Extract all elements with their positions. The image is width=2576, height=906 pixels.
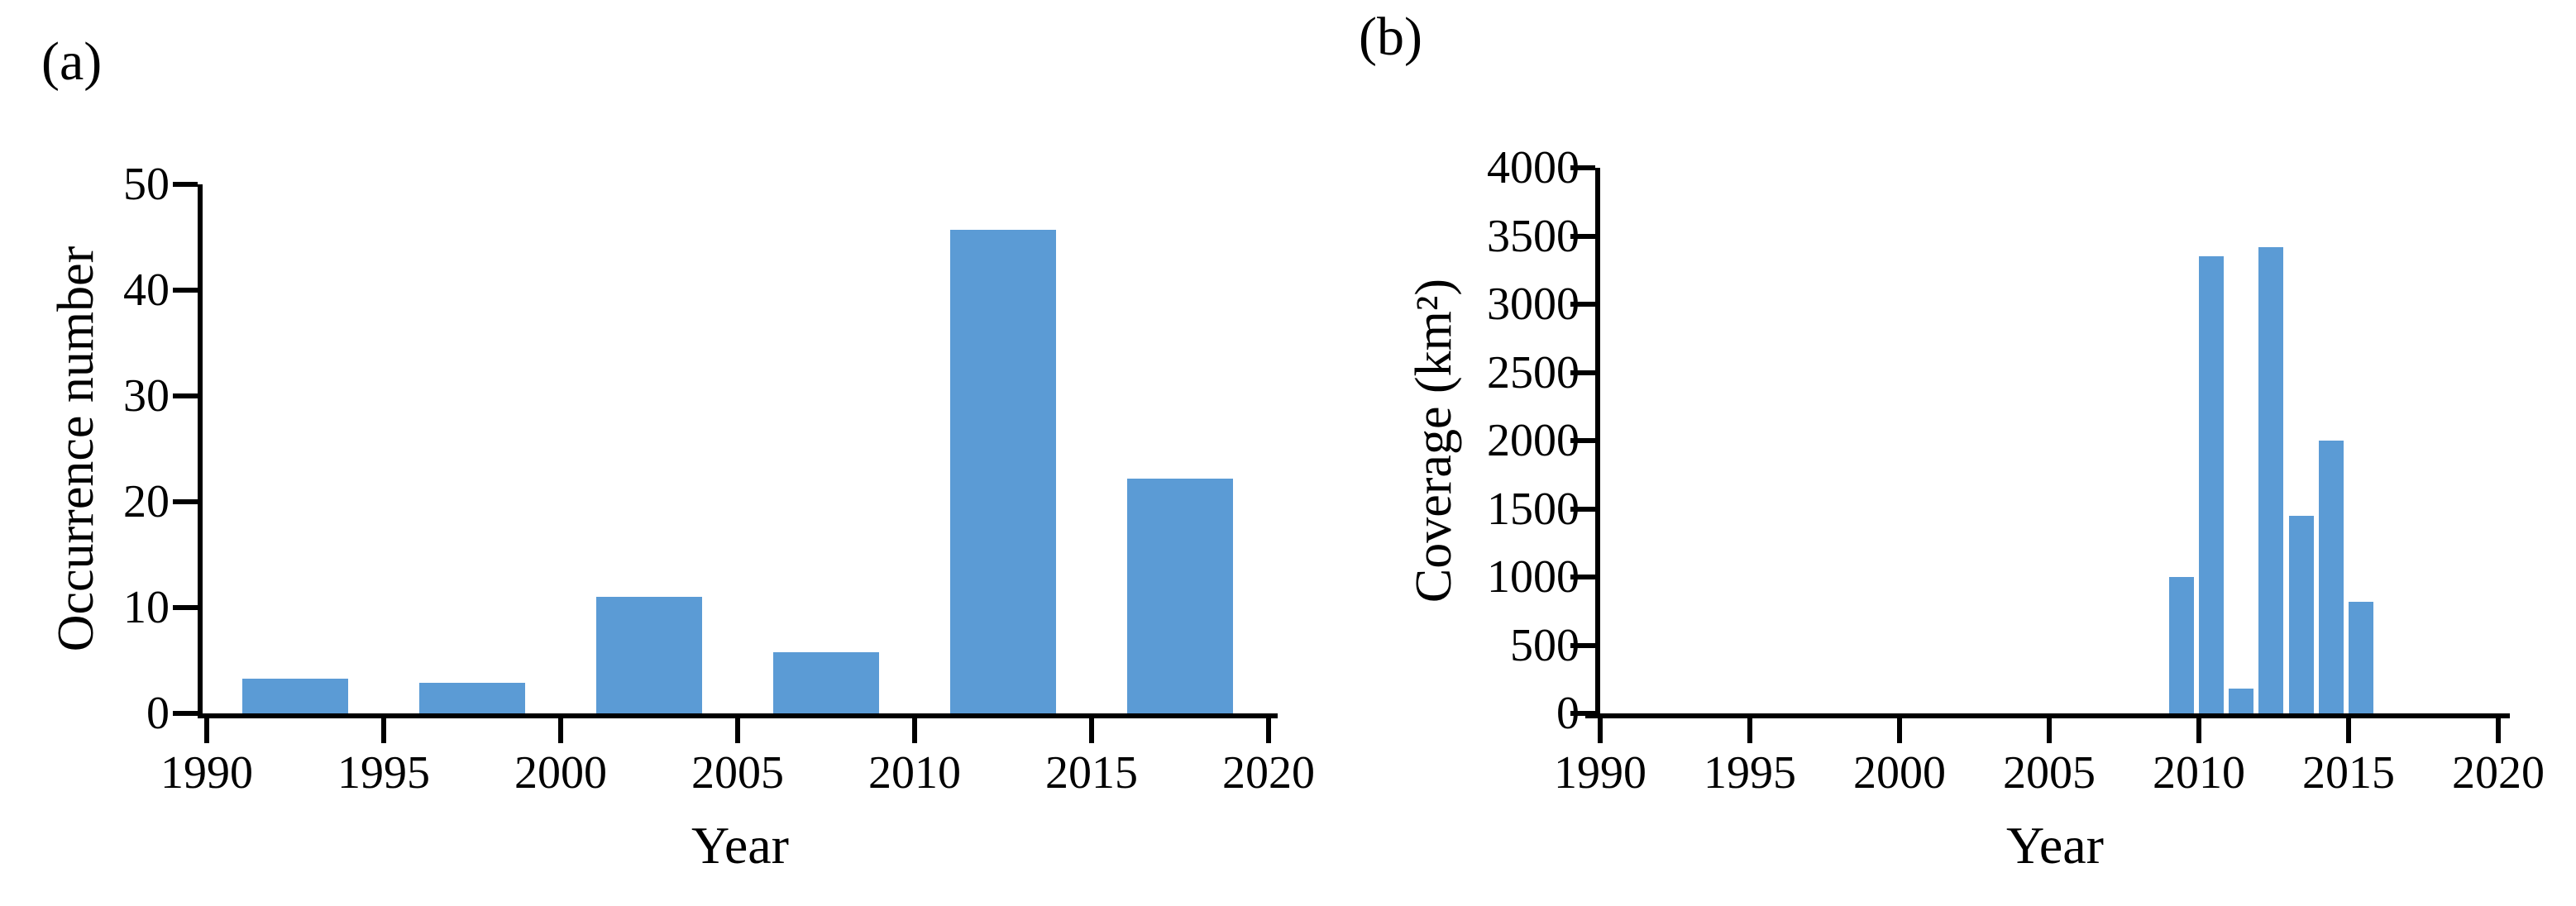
y-tick-mark — [173, 182, 198, 187]
y-tick-label: 4000 — [1487, 142, 1580, 193]
y-tick-mark — [1570, 438, 1595, 443]
x-tick-mark — [2196, 713, 2201, 743]
x-tick-label: 2005 — [691, 747, 784, 799]
y-tick-label: 10 — [123, 582, 170, 633]
x-tick-label: 2015 — [1045, 747, 1138, 799]
x-tick-mark — [1897, 713, 1902, 743]
y-tick-label: 3000 — [1487, 279, 1580, 330]
y-tick-mark — [1570, 165, 1595, 170]
panel-b-plot-area: 0 500 1000 1500 2000 2500 3000 3500 4000 1990 1995… — [1487, 142, 2545, 799]
y-tick-mark — [1570, 575, 1595, 579]
y-tick-mark — [1570, 302, 1595, 307]
x-tick-mark — [558, 713, 563, 743]
x-tick-label: 2010 — [868, 747, 961, 799]
y-tick-label: 0 — [1556, 688, 1580, 739]
y-tick-mark — [173, 499, 198, 504]
bar — [2258, 246, 2284, 713]
x-tick-mark — [1266, 713, 1271, 743]
panel-b-x-axis-title: Year — [2006, 816, 2104, 875]
y-tick-label: 0 — [146, 688, 170, 739]
y-tick-label: 40 — [123, 265, 170, 316]
y-tick-mark — [1570, 233, 1595, 239]
bar — [949, 230, 1057, 713]
y-tick-label: 30 — [123, 370, 170, 422]
x-tick-mark — [1598, 713, 1603, 743]
y-axis-line — [198, 184, 203, 718]
x-tick-mark — [1089, 713, 1094, 743]
bar — [241, 678, 349, 713]
bar — [2349, 601, 2374, 713]
x-tick-mark — [735, 713, 740, 743]
bar — [2229, 689, 2254, 713]
y-tick-mark — [1570, 370, 1595, 375]
x-tick-label: 1995 — [337, 747, 430, 799]
x-tick-label: 2020 — [1222, 747, 1315, 799]
bar — [418, 682, 526, 713]
x-tick-label: 1995 — [1704, 747, 1796, 799]
y-tick-label: 1000 — [1487, 551, 1580, 603]
bar — [772, 651, 880, 713]
y-tick-label: 2500 — [1487, 346, 1580, 398]
y-tick-mark — [173, 288, 198, 293]
y-tick-mark — [1570, 642, 1595, 648]
y-tick-label: 20 — [123, 476, 170, 527]
y-tick-mark — [173, 605, 198, 610]
x-tick-mark — [2496, 713, 2501, 743]
x-tick-label: 1990 — [160, 747, 253, 799]
y-tick-mark — [173, 711, 198, 716]
y-tick-label: 1500 — [1487, 483, 1580, 535]
y-tick-label: 3500 — [1487, 210, 1580, 262]
x-tick-label: 2015 — [2302, 747, 2395, 799]
y-tick-mark — [1570, 711, 1595, 716]
x-tick-label: 2020 — [2452, 747, 2545, 799]
x-tick-mark — [2346, 713, 2351, 743]
x-tick-mark — [1747, 713, 1752, 743]
y-tick-label: 2000 — [1487, 415, 1580, 466]
bar — [2199, 256, 2225, 713]
bar — [1126, 478, 1234, 713]
x-tick-mark — [912, 713, 917, 743]
bar — [595, 597, 703, 713]
x-tick-label: 2005 — [2003, 747, 2096, 799]
y-tick-mark — [1570, 506, 1595, 512]
bar — [2168, 577, 2194, 713]
x-tick-label: 2000 — [514, 747, 607, 799]
panel-a-x-axis-title: Year — [691, 816, 789, 875]
x-tick-label: 2000 — [1853, 747, 1946, 799]
x-tick-label: 2010 — [2153, 747, 2245, 799]
x-tick-mark — [204, 713, 209, 743]
bar — [2288, 515, 2314, 713]
x-tick-mark — [381, 713, 386, 743]
panel-b-label: (b) — [1359, 7, 1422, 67]
x-tick-label: 1990 — [1554, 747, 1646, 799]
y-tick-mark — [173, 393, 198, 398]
bar — [2318, 441, 2344, 713]
y-axis-line — [1595, 168, 1600, 718]
y-tick-label: 500 — [1510, 619, 1580, 671]
y-tick-label: 50 — [123, 159, 170, 210]
panel-a-plot-area: 0 10 20 30 40 50 1990 1995 2000 2005 2010 2015 2020 — [123, 159, 1315, 799]
panel-a-label: (a) — [41, 31, 103, 92]
x-tick-mark — [2047, 713, 2052, 743]
